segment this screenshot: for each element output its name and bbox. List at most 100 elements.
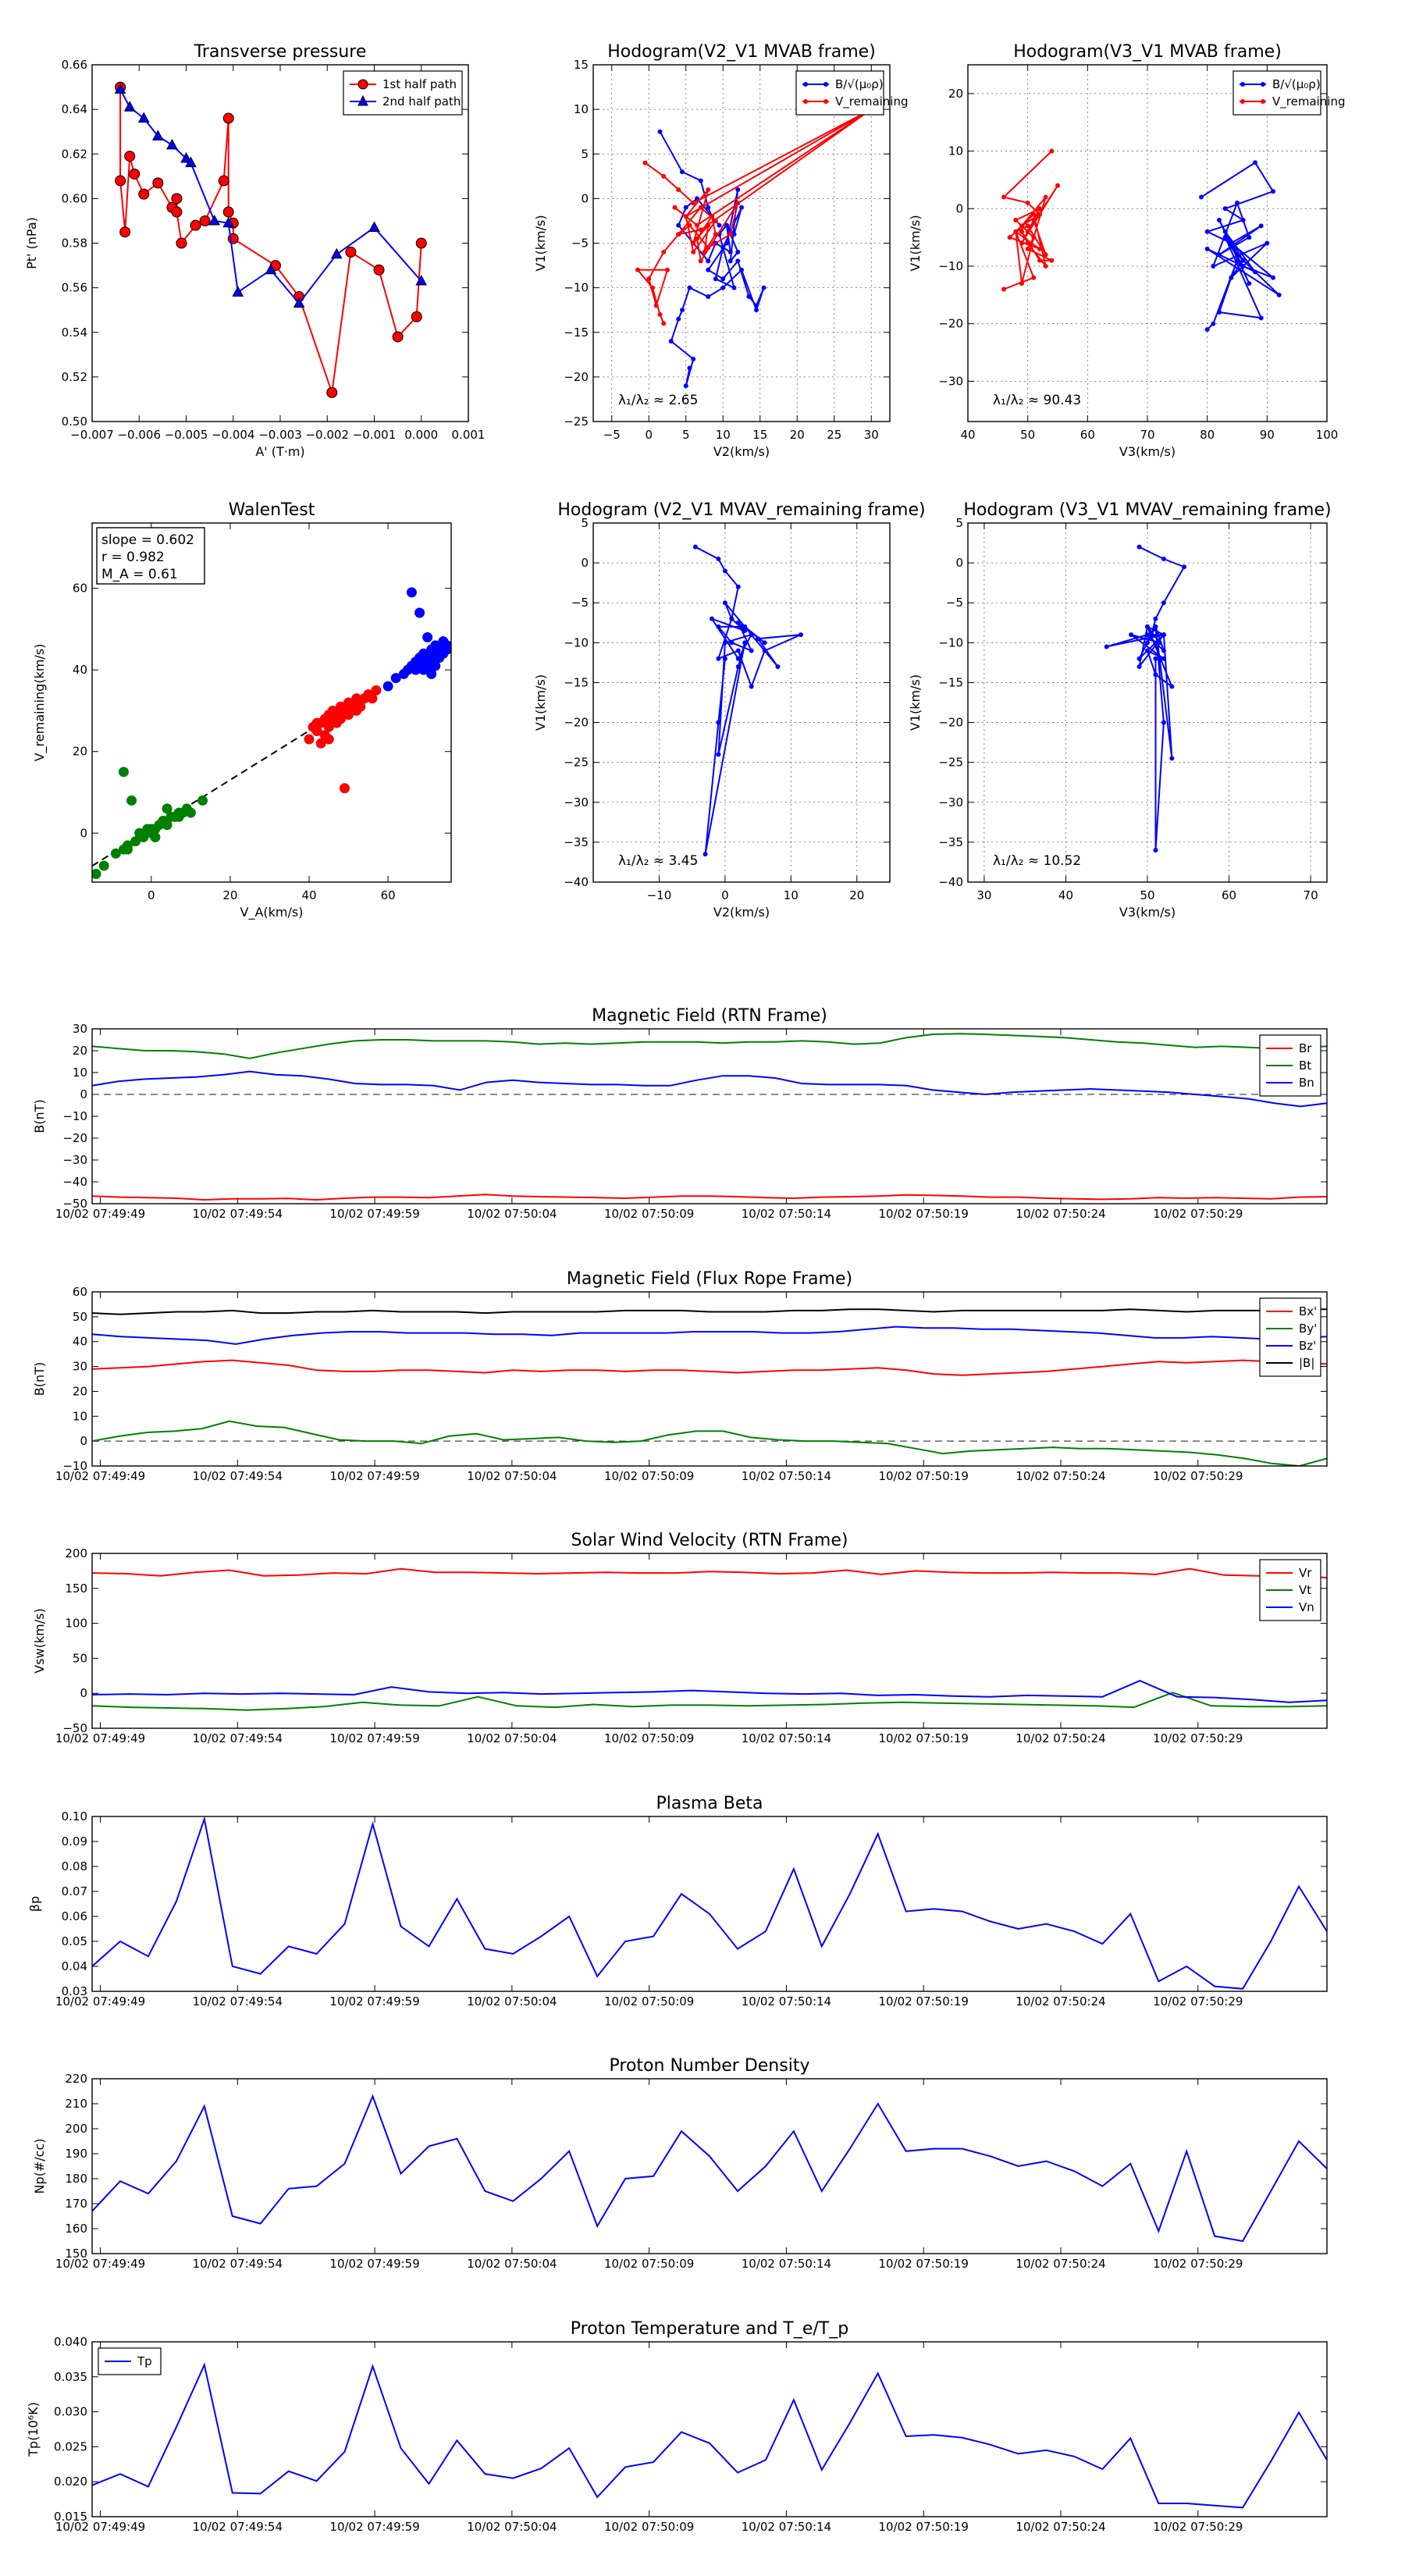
data-point <box>138 832 149 842</box>
legend-label-0: 1st half path <box>382 77 457 91</box>
data-point <box>1235 200 1240 205</box>
legend-marker <box>1240 82 1245 87</box>
x-tick-label: 10/02 07:50:14 <box>742 2520 831 2534</box>
x-tick-label: 10/02 07:50:29 <box>1153 1731 1243 1745</box>
y-tick-label: 50 <box>73 1651 87 1665</box>
chart-title: Hodogram (V2_V1 MVAV_remaining frame) <box>557 500 925 520</box>
data-point <box>722 656 727 661</box>
data-point <box>390 673 401 684</box>
legend-label-0: Br <box>1299 1041 1312 1055</box>
x-tick-label: −0.004 <box>212 428 255 442</box>
y-tick-label: 100 <box>65 1617 87 1631</box>
x-tick-label: 10/02 07:50:19 <box>879 1469 969 1483</box>
chart-title: Magnetic Field (RTN Frame) <box>592 1006 827 1026</box>
data-point <box>1222 206 1228 212</box>
data-point <box>698 227 703 233</box>
data-point <box>1217 309 1222 315</box>
x-tick-label: 10/02 07:49:54 <box>193 1207 283 1221</box>
data-point <box>1222 235 1228 240</box>
y-axis-label: Tp(10⁶K) <box>26 2402 41 2457</box>
data-point <box>330 247 343 259</box>
data-point <box>756 636 761 642</box>
data-point <box>706 267 711 272</box>
legend-marker <box>357 79 368 90</box>
data-point <box>724 222 729 228</box>
data-point <box>1145 632 1150 638</box>
stats-line-2: M_A = 0.61 <box>101 567 178 582</box>
data-point <box>1161 720 1166 725</box>
data-point <box>698 258 703 264</box>
data-point <box>118 767 129 777</box>
y-tick-label: 15 <box>574 58 589 72</box>
x-tick-label: 10/02 07:50:14 <box>742 1994 831 2008</box>
data-point <box>426 668 437 679</box>
data-point <box>98 860 109 871</box>
y-tick-label: 0 <box>80 1434 87 1448</box>
ratio-annotation: λ₁/λ₂ ≈ 90.43 <box>993 393 1081 408</box>
x-tick-label: 10 <box>716 428 731 442</box>
y-tick-label: −5 <box>946 596 963 610</box>
data-point <box>727 249 733 254</box>
y-tick-label: 10 <box>574 102 589 116</box>
chart-title: Transverse pressure <box>194 42 367 62</box>
data-point <box>676 232 681 237</box>
data-point <box>1153 624 1158 629</box>
legend-label-1: By' <box>1299 1322 1317 1336</box>
data-point <box>222 112 234 124</box>
data-point <box>1169 756 1175 761</box>
data-point <box>114 83 126 94</box>
y-axis-label: Pt' (nPa) <box>24 217 39 269</box>
data-point <box>687 365 692 371</box>
axes-frame <box>91 2078 1328 2254</box>
stats-box <box>96 527 205 585</box>
chart-title: Proton Temperature and T_e/T_p <box>571 2319 848 2339</box>
y-tick-label: −25 <box>564 756 589 770</box>
x-tick-label: 10/02 07:49:49 <box>55 1994 145 2008</box>
x-tick-label: 25 <box>827 428 841 442</box>
y-tick-label: 0.62 <box>62 147 87 161</box>
series-line-0 <box>92 1194 1327 1201</box>
x-tick-label: 10/02 07:49:49 <box>55 1469 145 1483</box>
data-point <box>1161 632 1166 638</box>
data-point <box>680 169 685 175</box>
data-point <box>1253 269 1257 275</box>
data-point <box>208 214 220 226</box>
x-tick-label: 70 <box>1140 428 1154 442</box>
ratio-annotation: λ₁/λ₂ ≈ 3.45 <box>618 853 698 869</box>
data-point <box>683 383 688 389</box>
data-point <box>355 701 366 712</box>
y-axis-label: Vsw(km/s) <box>32 1608 47 1673</box>
data-point <box>1240 258 1246 263</box>
data-point <box>1161 600 1166 606</box>
data-point <box>746 294 752 300</box>
data-point <box>739 205 744 210</box>
plot-area <box>92 1308 1327 1466</box>
y-tick-label: 160 <box>65 2222 87 2236</box>
data-point <box>1253 160 1257 165</box>
plot-area <box>92 1033 1327 1201</box>
data-point <box>162 803 173 814</box>
legend-label-0: B/√(μ₀ρ) <box>1272 77 1321 91</box>
data-point <box>1043 194 1048 200</box>
data-point <box>754 308 759 313</box>
y-tick-label: 0 <box>80 1087 87 1101</box>
y-axis-label: V_remaining(km/s) <box>32 644 48 762</box>
legend-marker <box>803 99 808 104</box>
data-point <box>710 214 714 219</box>
x-tick-label: 10/02 07:50:29 <box>1153 1469 1243 1483</box>
data-point <box>1025 223 1030 229</box>
y-tick-label: 5 <box>581 516 589 530</box>
data-point <box>1025 240 1030 246</box>
x-tick-label: 10/02 07:50:04 <box>467 1994 557 2008</box>
data-point <box>1037 206 1042 212</box>
data-point <box>683 205 688 210</box>
x-axis-label: V_A(km/s) <box>240 905 304 920</box>
data-point <box>665 267 670 272</box>
data-point <box>1182 564 1187 570</box>
legend-label-1: Bt <box>1299 1059 1311 1073</box>
data-point <box>799 632 803 638</box>
data-point <box>1229 240 1234 246</box>
chart-title: Magnetic Field (Flux Rope Frame) <box>567 1269 852 1289</box>
data-point <box>680 308 685 313</box>
x-tick-label: 10/02 07:50:19 <box>879 1207 969 1221</box>
